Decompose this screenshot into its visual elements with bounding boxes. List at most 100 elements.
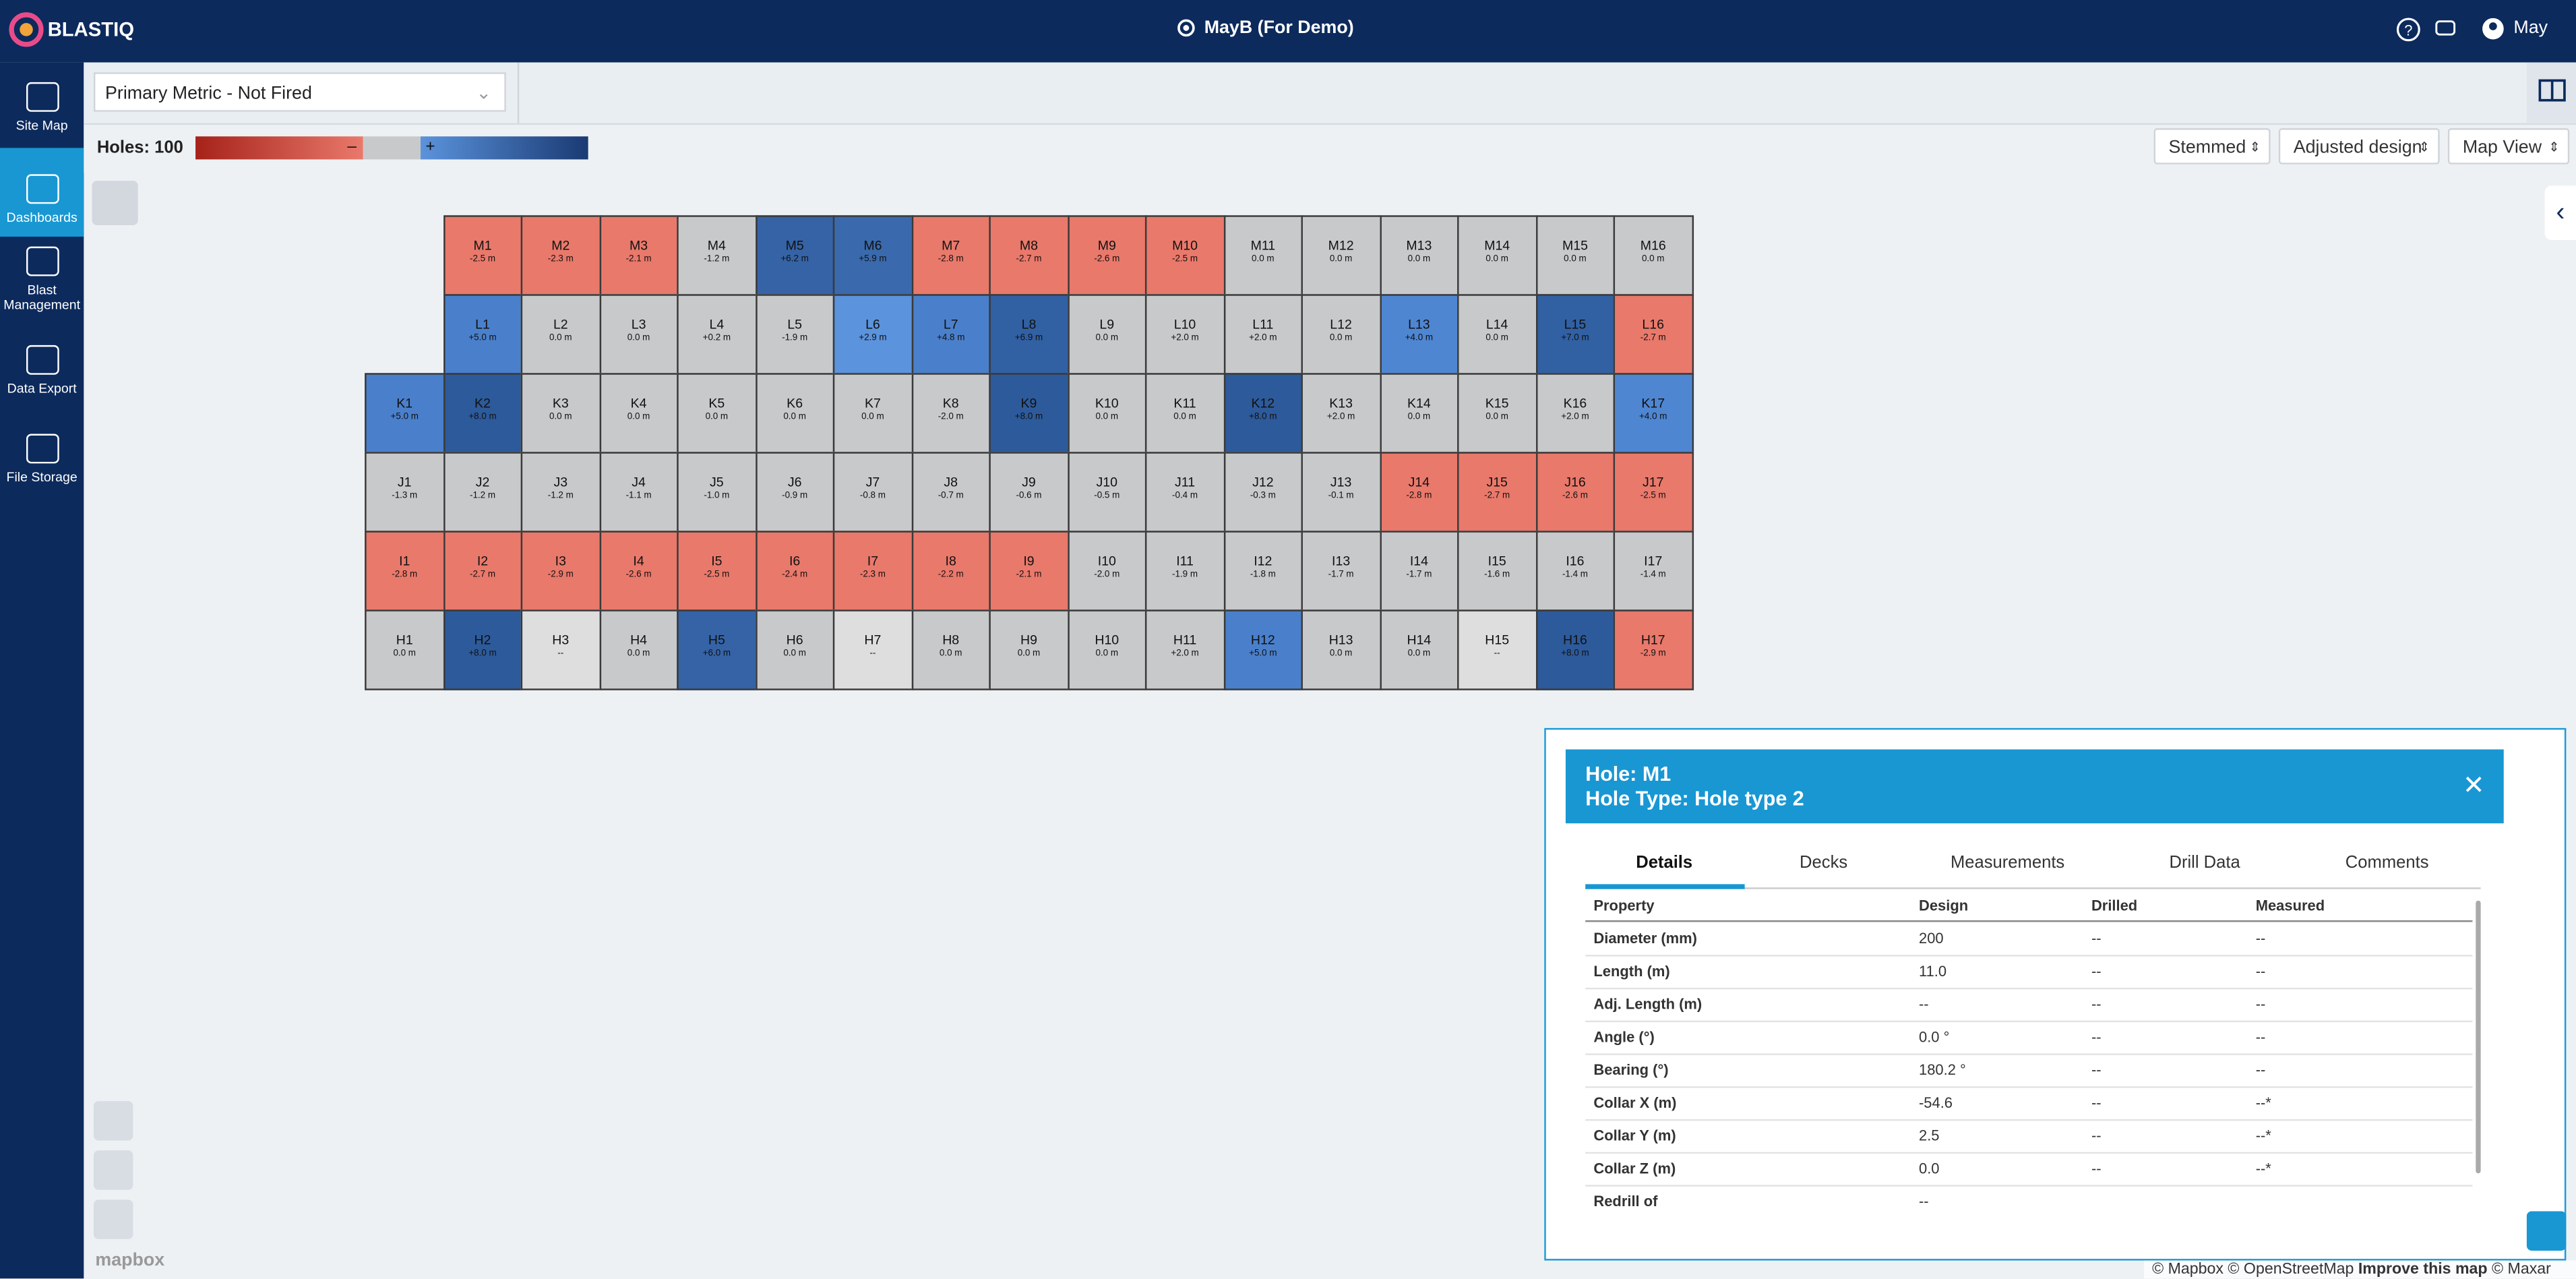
hole[interactable]: L5 -1.9 m <box>755 294 835 375</box>
hole[interactable]: L1 +5.0 m <box>442 294 523 375</box>
hole[interactable]: K3 0.0 m <box>520 373 601 454</box>
dropdown[interactable]: Adjusted design ⇕ <box>2278 128 2440 165</box>
hole[interactable]: J11 -0.4 m <box>1144 452 1225 533</box>
hole[interactable]: K10 0.0 m <box>1067 373 1147 454</box>
hole[interactable]: M8 -2.7 m <box>989 215 1069 296</box>
hole[interactable]: I13 -1.7 m <box>1301 531 1381 612</box>
hole[interactable]: K1 +5.0 m <box>365 373 445 454</box>
hole[interactable]: K17 +4.0 m <box>1613 373 1693 454</box>
tab[interactable]: Decks <box>1800 853 1848 873</box>
hole[interactable]: J17 -2.5 m <box>1613 452 1693 533</box>
hole[interactable]: I7 -2.3 m <box>832 531 913 612</box>
hole[interactable]: M16 0.0 m <box>1613 215 1693 296</box>
hole[interactable]: I10 -2.0 m <box>1067 531 1147 612</box>
hole[interactable]: H13 0.0 m <box>1301 609 1381 690</box>
hole[interactable]: M13 0.0 m <box>1379 215 1459 296</box>
hole[interactable]: K6 0.0 m <box>755 373 835 454</box>
user-name[interactable]: May <box>2513 18 2548 38</box>
hole[interactable]: L10 +2.0 m <box>1144 294 1225 375</box>
hole[interactable]: H7 -- <box>832 609 913 690</box>
book-icon[interactable] <box>2526 62 2576 123</box>
hole[interactable]: I12 -1.8 m <box>1223 531 1303 612</box>
hole[interactable]: H1 0.0 m <box>365 609 445 690</box>
dropdown[interactable]: Stemmed ⇕ <box>2153 128 2271 165</box>
hole[interactable]: M3 -2.1 m <box>599 215 679 296</box>
hole[interactable]: M15 0.0 m <box>1535 215 1616 296</box>
hole[interactable]: L11 +2.0 m <box>1223 294 1303 375</box>
hole[interactable]: H12 +5.0 m <box>1223 609 1303 690</box>
hole[interactable]: L8 +6.9 m <box>989 294 1069 375</box>
hole[interactable]: I16 -1.4 m <box>1535 531 1616 612</box>
hole[interactable]: K8 -2.0 m <box>911 373 991 454</box>
hole[interactable]: L4 +0.2 m <box>677 294 757 375</box>
help-icon[interactable]: ? <box>2395 16 2422 42</box>
support-icon[interactable] <box>2433 16 2459 42</box>
hole[interactable]: K12 +8.0 m <box>1223 373 1303 454</box>
hole[interactable]: J7 -0.8 m <box>832 452 913 533</box>
close-button[interactable]: ✕ <box>2462 772 2485 801</box>
tab[interactable]: Drill Data <box>2169 853 2240 873</box>
hole[interactable]: H16 +8.0 m <box>1535 609 1616 690</box>
hole[interactable]: M12 0.0 m <box>1301 215 1381 296</box>
hole[interactable]: H8 0.0 m <box>911 609 991 690</box>
tab[interactable]: Comments <box>2345 853 2429 873</box>
hole[interactable]: J8 -0.7 m <box>911 452 991 533</box>
nav-item[interactable]: Dashboards <box>0 174 84 225</box>
hole[interactable]: L3 0.0 m <box>599 294 679 375</box>
hole[interactable]: L14 0.0 m <box>1457 294 1537 375</box>
hole[interactable]: I11 -1.9 m <box>1144 531 1225 612</box>
hole[interactable]: H2 +8.0 m <box>442 609 523 690</box>
collapse-tab[interactable]: ‹ <box>2544 185 2576 240</box>
hole[interactable]: H3 -- <box>520 609 601 690</box>
hole[interactable]: J9 -0.6 m <box>989 452 1069 533</box>
hole[interactable]: M4 -1.2 m <box>677 215 757 296</box>
hole[interactable]: H10 0.0 m <box>1067 609 1147 690</box>
nav-item[interactable]: File Storage <box>0 434 84 485</box>
hole[interactable]: M11 0.0 m <box>1223 215 1303 296</box>
hole[interactable]: K14 0.0 m <box>1379 373 1459 454</box>
hole[interactable]: L6 +2.9 m <box>832 294 913 375</box>
hole[interactable]: J15 -2.7 m <box>1457 452 1537 533</box>
tab[interactable]: Details <box>1636 853 1693 873</box>
hole[interactable]: H15 -- <box>1457 609 1537 690</box>
site-name[interactable]: MayB (For Demo) <box>1204 18 1354 38</box>
hole[interactable]: H5 +6.0 m <box>677 609 757 690</box>
hole[interactable]: L9 0.0 m <box>1067 294 1147 375</box>
hole[interactable]: L2 0.0 m <box>520 294 601 375</box>
hole[interactable]: K16 +2.0 m <box>1535 373 1616 454</box>
hole[interactable]: L12 0.0 m <box>1301 294 1381 375</box>
hole[interactable]: H14 0.0 m <box>1379 609 1459 690</box>
hole[interactable]: J14 -2.8 m <box>1379 452 1459 533</box>
improve-link[interactable]: Improve this map <box>2358 1260 2488 1279</box>
hole[interactable]: I3 -2.9 m <box>520 531 601 612</box>
metric-select[interactable]: Primary Metric - Not Fired ⌄ <box>93 72 506 112</box>
layers-tool[interactable] <box>93 1150 133 1190</box>
hole[interactable]: I4 -2.6 m <box>599 531 679 612</box>
hole[interactable]: L13 +4.0 m <box>1379 294 1459 375</box>
hole[interactable]: H9 0.0 m <box>989 609 1069 690</box>
hole[interactable]: J3 -1.2 m <box>520 452 601 533</box>
nav-item[interactable]: Data Export <box>0 345 84 396</box>
hole[interactable]: K13 +2.0 m <box>1301 373 1381 454</box>
nav-item[interactable]: Site Map <box>0 82 84 133</box>
hole[interactable]: H17 -2.9 m <box>1613 609 1693 690</box>
hole[interactable]: K5 0.0 m <box>677 373 757 454</box>
ruler-tool[interactable] <box>93 1101 133 1141</box>
hole[interactable]: J6 -0.9 m <box>755 452 835 533</box>
hole[interactable]: M7 -2.8 m <box>911 215 991 296</box>
hole[interactable]: K7 0.0 m <box>832 373 913 454</box>
hole[interactable]: M2 -2.3 m <box>520 215 601 296</box>
hole[interactable]: L7 +4.8 m <box>911 294 991 375</box>
hole[interactable]: I14 -1.7 m <box>1379 531 1459 612</box>
hole[interactable]: K4 0.0 m <box>599 373 679 454</box>
hole[interactable]: J13 -0.1 m <box>1301 452 1381 533</box>
hole[interactable]: I6 -2.4 m <box>755 531 835 612</box>
dropdown[interactable]: Map View ⇕ <box>2447 128 2570 165</box>
nav-item[interactable]: Blast Management <box>0 246 84 312</box>
hole[interactable]: J5 -1.0 m <box>677 452 757 533</box>
hole[interactable]: I5 -2.5 m <box>677 531 757 612</box>
hole[interactable]: H4 0.0 m <box>599 609 679 690</box>
hole[interactable]: I1 -2.8 m <box>365 531 445 612</box>
hole[interactable]: M14 0.0 m <box>1457 215 1537 296</box>
hole[interactable]: I9 -2.1 m <box>989 531 1069 612</box>
